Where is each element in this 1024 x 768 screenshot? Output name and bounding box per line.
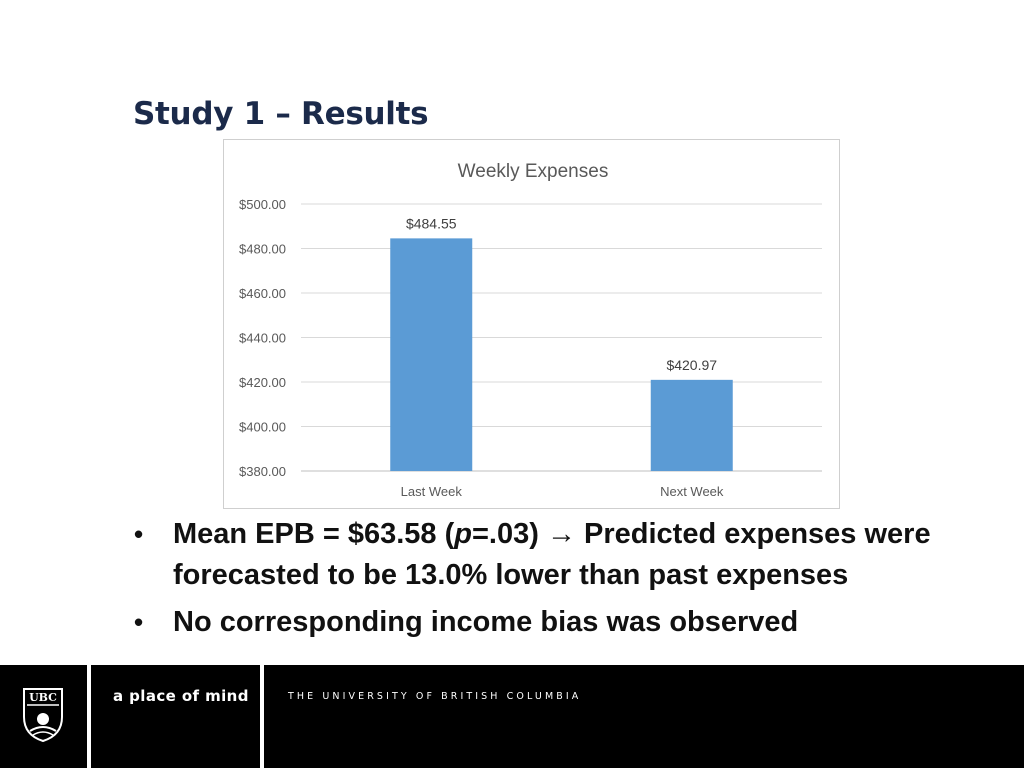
footer-tagline: a place of mind <box>113 687 249 705</box>
bullet-epb-prefix: Mean EPB = $63.58 ( <box>173 518 455 550</box>
footer-divider-2 <box>260 665 264 768</box>
bullet-epb: Mean EPB = $63.58 (p=.03) → Predicted ex… <box>134 514 974 596</box>
y-tick-label: $440.00 <box>239 331 286 346</box>
bullet-income-text: No corresponding income bias was observe… <box>173 606 799 638</box>
bullet-epb-suffix: =.03) → Predicted expenses were forecast… <box>173 518 931 591</box>
footer-divider-1 <box>87 665 91 768</box>
weekly-expenses-chart: Weekly Expenses $380.00 $400.00 $420.00 $44… <box>223 139 840 509</box>
footer-university: THE UNIVERSITY OF BRITISH COLUMBIA <box>288 691 582 702</box>
chart-canvas: Weekly Expenses $380.00 $400.00 $420.00 $44… <box>239 161 822 499</box>
y-tick-label: $460.00 <box>239 286 286 301</box>
slide-title: Study 1 – Results <box>133 96 429 132</box>
data-label: $420.97 <box>666 357 717 373</box>
x-tick-label: Next Week <box>660 484 724 499</box>
x-tick-label: Last Week <box>401 484 463 499</box>
data-label: $484.55 <box>406 215 457 231</box>
logo-text: UBC <box>29 691 57 704</box>
footer-bar: UBC a place of mind THE UNIVERSITY OF BR… <box>0 665 1024 768</box>
y-tick-label: $380.00 <box>239 464 286 479</box>
y-tick-label: $400.00 <box>239 420 286 435</box>
bar-last-week <box>390 238 473 471</box>
bullet-epb-p: p <box>454 518 472 550</box>
y-tick-label: $500.00 <box>239 197 286 212</box>
ubc-crest-icon: UBC <box>23 688 63 743</box>
results-bullets: Mean EPB = $63.58 (p=.03) → Predicted ex… <box>134 514 974 649</box>
bullet-income: No corresponding income bias was observe… <box>134 602 974 643</box>
chart-title: Weekly Expenses <box>458 161 609 182</box>
y-tick-label: $480.00 <box>239 242 286 257</box>
bar-next-week <box>650 379 733 471</box>
y-tick-label: $420.00 <box>239 375 286 390</box>
